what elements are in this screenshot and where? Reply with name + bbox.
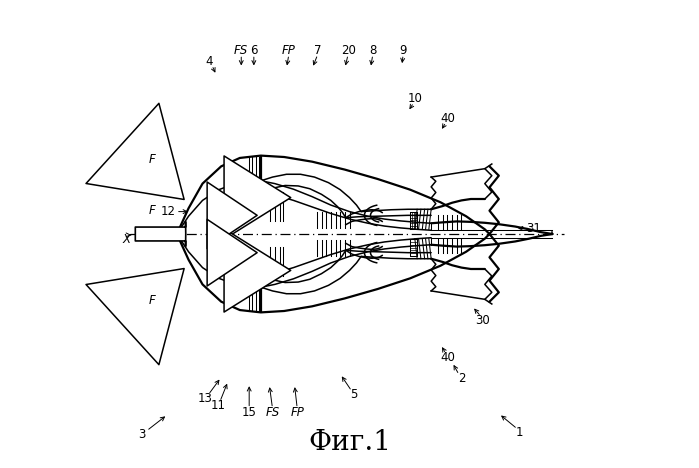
Text: FP: FP	[282, 44, 296, 57]
Text: F: F	[149, 204, 155, 217]
Text: 1: 1	[516, 426, 524, 439]
Text: 5: 5	[350, 388, 358, 402]
Text: 20: 20	[341, 44, 356, 57]
Text: F: F	[149, 294, 155, 307]
Text: 7: 7	[314, 44, 322, 57]
Text: 10: 10	[408, 92, 422, 105]
Text: FP: FP	[290, 406, 304, 419]
Text: FS: FS	[266, 406, 280, 419]
Text: F: F	[149, 153, 155, 166]
Text: 31: 31	[526, 222, 541, 235]
Text: 8: 8	[369, 44, 377, 57]
Text: 6: 6	[250, 44, 258, 57]
Text: 15: 15	[242, 406, 257, 419]
Text: 4: 4	[206, 55, 213, 68]
Text: 3: 3	[138, 428, 145, 441]
Text: 40: 40	[440, 112, 455, 125]
Text: 12: 12	[161, 205, 176, 218]
Text: 30: 30	[475, 314, 490, 327]
Text: X: X	[122, 233, 131, 246]
Text: 40: 40	[440, 351, 455, 364]
Text: 9: 9	[399, 44, 407, 57]
Text: 2: 2	[458, 372, 466, 385]
Text: 13: 13	[197, 392, 212, 405]
Text: Фиг.1: Фиг.1	[308, 429, 391, 456]
Text: 11: 11	[210, 399, 225, 412]
Text: FS: FS	[234, 44, 248, 57]
